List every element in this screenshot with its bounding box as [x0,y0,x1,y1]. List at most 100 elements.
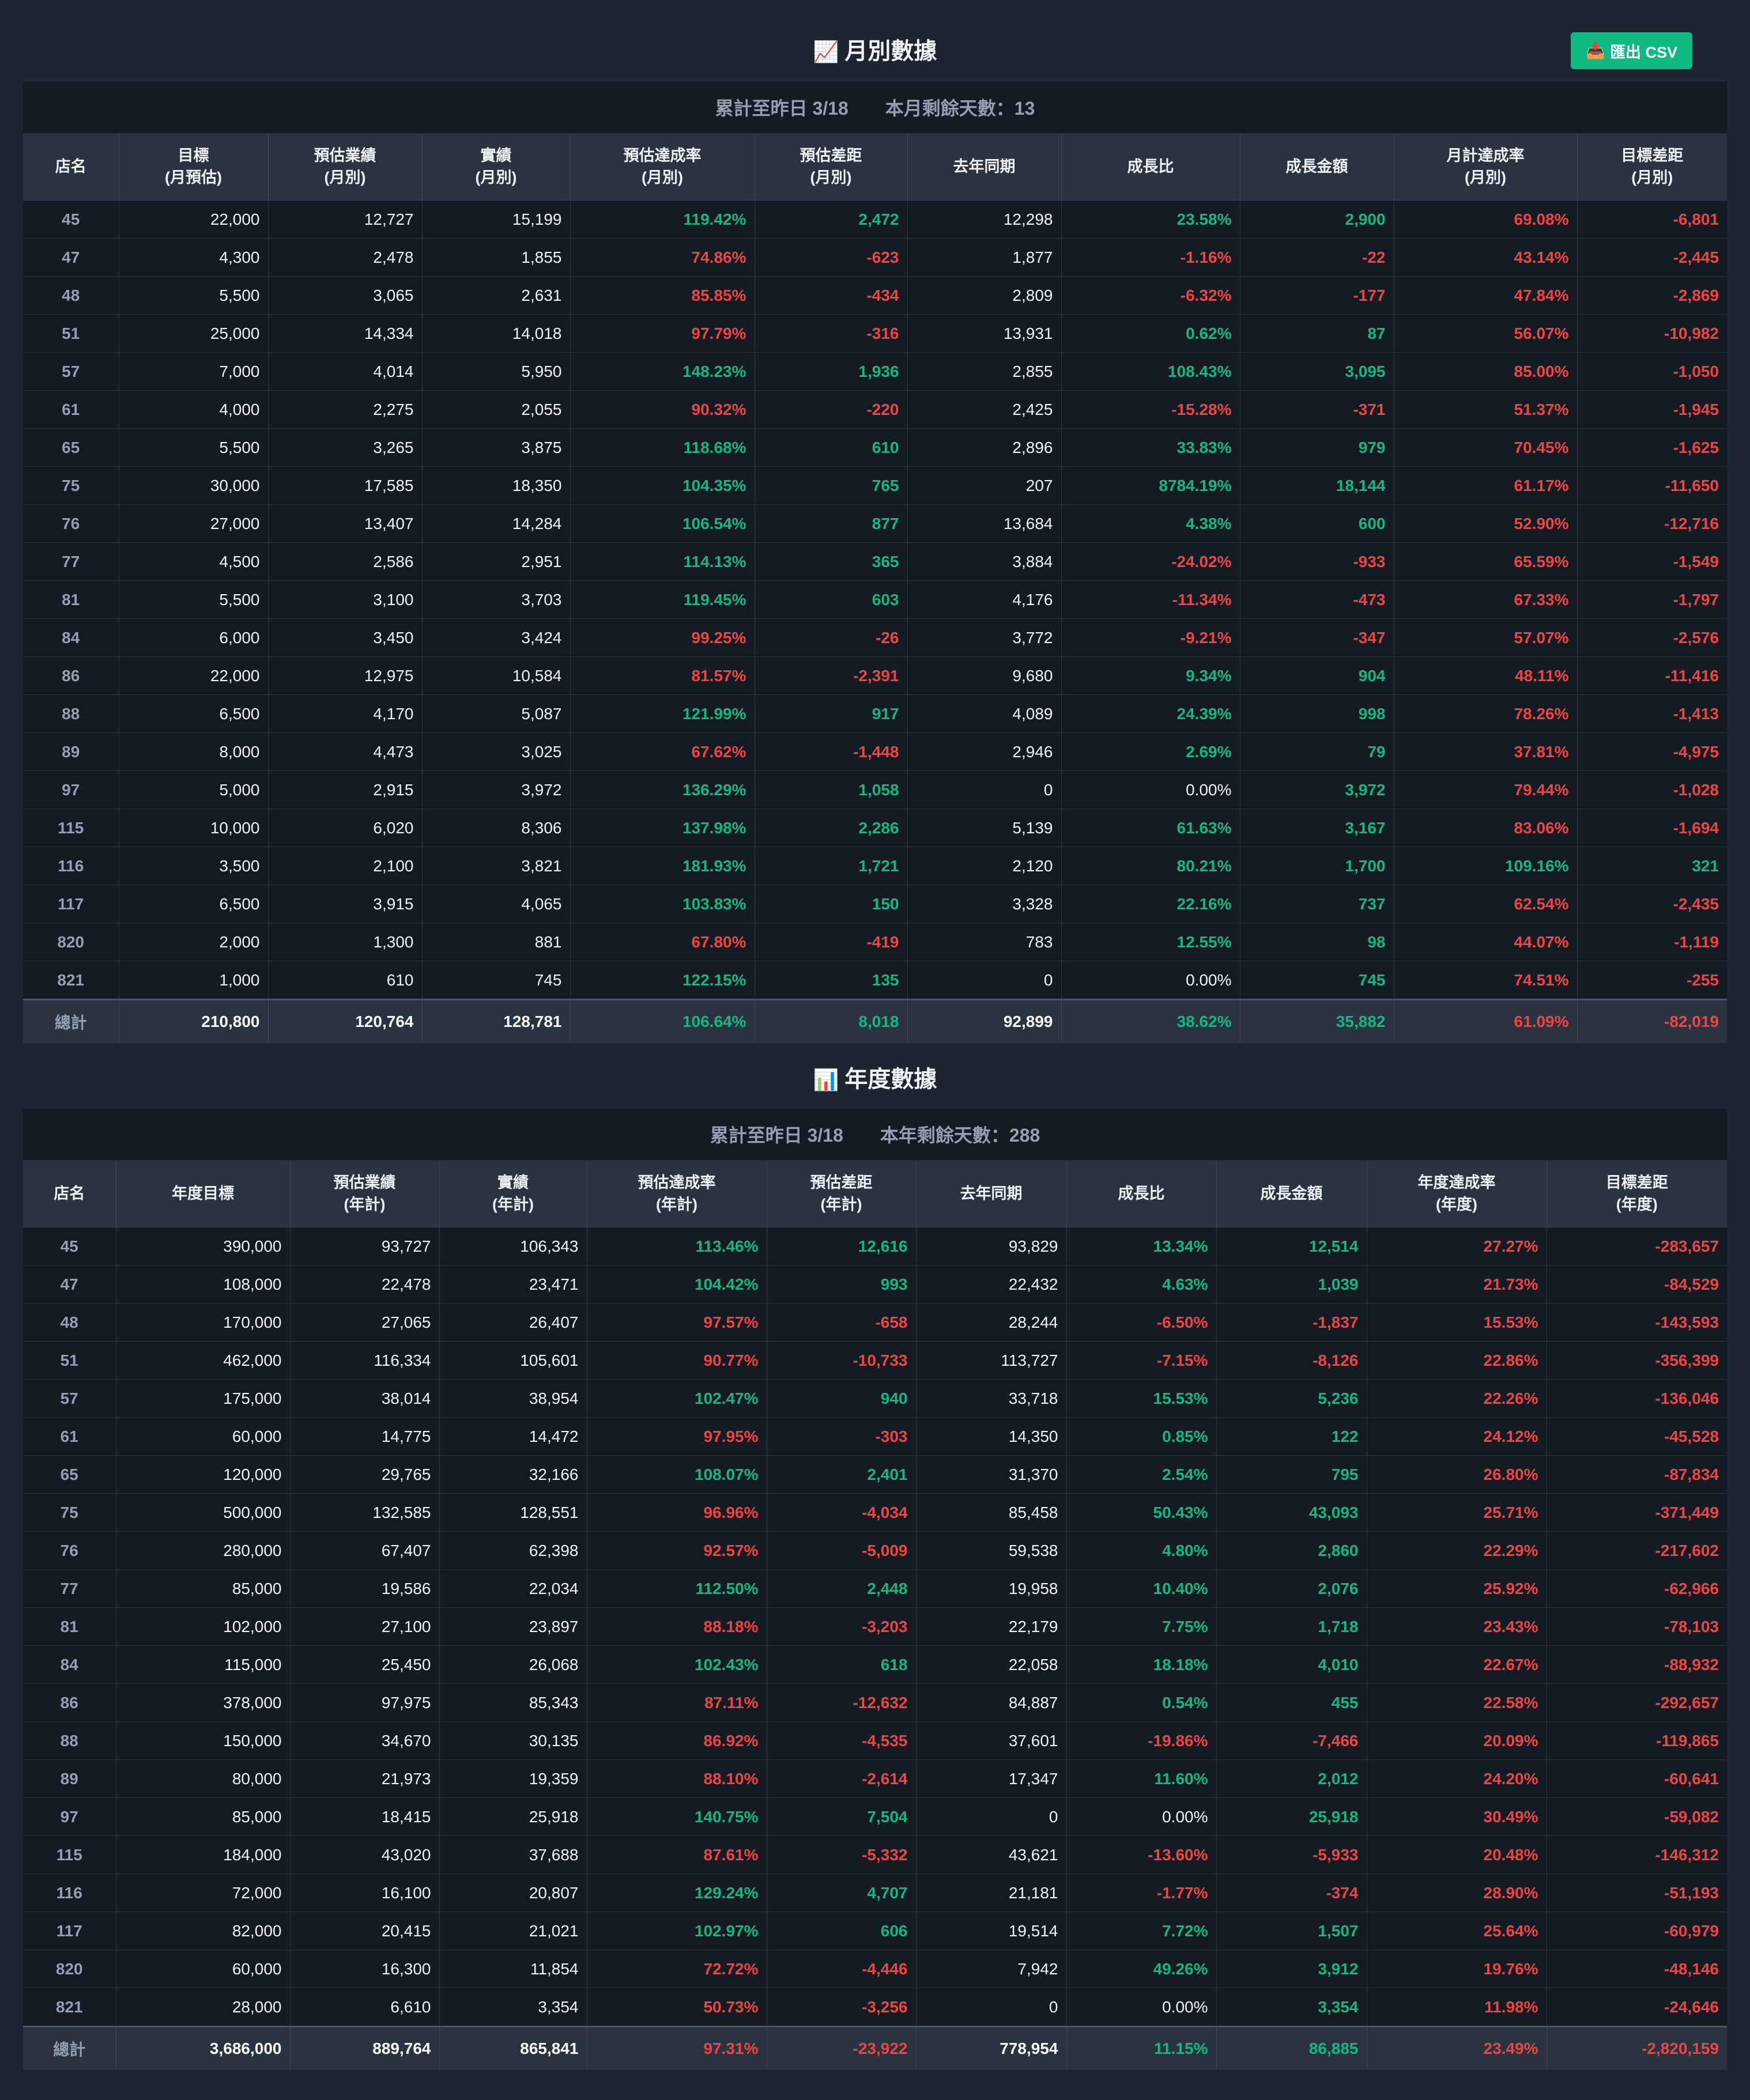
export-csv-button[interactable]: 📥 匯出 CSV [1571,32,1692,69]
cell-actual: 8,306 [422,809,571,847]
cell-target-gap: -62,966 [1547,1569,1727,1608]
cell-target-gap: -11,650 [1577,466,1727,505]
total-cell-target: 3,686,000 [116,2026,291,2070]
total-cell-forecast-gap: 8,018 [755,999,908,1043]
col-header-line: (年計) [820,1196,862,1213]
col-header-line: 預估業績 [333,1174,396,1191]
cell-target: 5,500 [119,580,269,619]
cell-store: 117 [23,885,119,923]
cell-target-gap: -1,413 [1577,694,1727,733]
cell-forecast: 4,473 [268,732,423,771]
cell-achieve-rate: 62.54% [1394,885,1578,923]
cell-target-gap: -2,869 [1577,276,1727,315]
col-header-growth-amount[interactable]: 成長金額 [1216,1160,1367,1227]
cell-growth-amount: 3,354 [1216,1988,1367,2027]
col-header-growth-rate[interactable]: 成長比 [1061,133,1240,201]
cell-forecast: 4,170 [268,694,423,733]
col-header-growth-amount[interactable]: 成長金額 [1240,133,1394,201]
cell-target: 60,000 [116,1950,291,1988]
cell-forecast: 20,415 [290,1912,440,1950]
cell-growth-amount: 455 [1216,1683,1367,1722]
cell-actual: 21,021 [439,1912,587,1950]
cell-store: 76 [23,504,119,543]
col-header-forecast[interactable]: 預估業績 (年計) [290,1160,440,1227]
col-header-target[interactable]: 目標 (月預估) [119,133,269,201]
cell-forecast-rate: 181.93% [570,847,755,885]
cell-growth-rate: -6.50% [1066,1303,1217,1342]
cell-target-gap: -48,146 [1547,1950,1727,1988]
cell-forecast-rate: 121.99% [570,694,755,733]
cell-store: 65 [23,1455,116,1494]
col-header-forecast-gap[interactable]: 預估差距 (月別) [755,133,908,201]
total-cell-growth-rate: 11.15% [1066,2026,1217,2070]
cell-last-year: 0 [907,961,1062,1000]
cell-target: 6,500 [119,694,269,733]
total-row: 總計 210,800 120,764 128,781 106.64% 8,018 92,89… [23,999,1727,1043]
col-header-actual[interactable]: 實績 (月別) [422,133,571,201]
col-header-target[interactable]: 年度目標 [116,1160,291,1227]
cell-store: 57 [23,352,119,391]
col-header-store[interactable]: 店名 [23,1160,116,1227]
col-header-forecast-rate[interactable]: 預估達成率 (年計) [587,1160,767,1227]
col-header-last-year[interactable]: 去年同期 [907,133,1062,201]
cell-forecast-gap: 2,448 [767,1569,917,1608]
bar-chart-icon: 📊 [813,1068,839,1092]
cell-target-gap: -59,082 [1547,1797,1727,1836]
cell-actual: 3,703 [422,580,571,619]
cell-growth-rate: -11.34% [1061,580,1240,619]
cell-forecast-gap: -1,448 [755,732,908,771]
col-header-forecast-gap[interactable]: 預估差距 (年計) [767,1160,917,1227]
cell-achieve-rate: 57.07% [1394,618,1578,657]
cell-actual: 62,398 [439,1531,587,1570]
col-header-growth-rate[interactable]: 成長比 [1066,1160,1217,1227]
cell-growth-amount: 1,700 [1240,847,1394,885]
table-row: 45 22,000 12,727 15,199 119.42% 2,472 12,298 23… [23,200,1727,239]
cell-growth-rate: -13.60% [1066,1835,1217,1874]
cell-last-year: 59,538 [916,1531,1067,1570]
col-header-forecast[interactable]: 預估業績 (月別) [268,133,423,201]
cell-store: 117 [23,1912,116,1950]
cell-forecast-gap: -2,614 [767,1759,917,1798]
cell-target-gap: -143,593 [1547,1303,1727,1342]
annual-title-text: 年度數據 [844,1067,937,1092]
col-header-achieve-rate[interactable]: 年度達成率 (年度) [1367,1160,1547,1227]
col-header-line: (月別) [475,169,517,186]
table-row: 61 60,000 14,775 14,472 97.95% -303 14,350 0.85… [23,1417,1727,1456]
col-header-last-year[interactable]: 去年同期 [916,1160,1067,1227]
cell-actual: 15,199 [422,200,571,239]
cell-achieve-rate: 21.73% [1367,1265,1547,1304]
col-header-forecast-rate[interactable]: 預估達成率 (月別) [570,133,755,201]
cell-store: 88 [23,694,119,733]
col-header-target-gap[interactable]: 目標差距 (月別) [1577,133,1727,201]
monthly-table-head: 店名 目標 (月預估) 預估業績 (月別) 實績 (月別) 預估達成率 (月別) 預估差距 (月別)… [23,133,1727,201]
col-header-target-gap[interactable]: 目標差距 (年度) [1547,1160,1727,1227]
total-cell-achieve-rate: 23.49% [1367,2026,1547,2070]
col-header-achieve-rate[interactable]: 月計達成率 (月別) [1394,133,1578,201]
cell-target-gap: -60,641 [1547,1759,1727,1798]
cell-forecast: 2,100 [268,847,423,885]
cell-actual: 2,951 [422,542,571,581]
col-header-store[interactable]: 店名 [23,133,119,201]
cell-forecast-gap: 1,058 [755,770,908,809]
cell-forecast-rate: 119.42% [570,200,755,239]
cell-forecast: 93,727 [290,1227,440,1266]
cell-last-year: 33,718 [916,1379,1067,1418]
cell-forecast-gap: 993 [767,1265,917,1304]
col-header-actual[interactable]: 實績 (年計) [439,1160,587,1227]
cell-forecast: 1,300 [268,923,423,961]
total-cell-actual: 128,781 [422,999,571,1043]
total-cell-growth-amount: 35,882 [1240,999,1394,1043]
cell-growth-rate: -24.02% [1061,542,1240,581]
cell-achieve-rate: 23.43% [1367,1607,1547,1646]
cell-target-gap: -51,193 [1547,1874,1727,1912]
cell-target-gap: -1,028 [1577,770,1727,809]
cell-achieve-rate: 44.07% [1394,923,1578,961]
cell-last-year: 2,809 [907,276,1062,315]
cell-growth-amount: 2,012 [1216,1759,1367,1798]
total-cell-forecast: 120,764 [268,999,423,1043]
cell-target: 85,000 [116,1569,291,1608]
cell-last-year: 19,958 [916,1569,1067,1608]
cell-store: 51 [23,314,119,353]
total-cell-store: 總計 [23,2026,116,2070]
cell-target: 500,000 [116,1493,291,1532]
